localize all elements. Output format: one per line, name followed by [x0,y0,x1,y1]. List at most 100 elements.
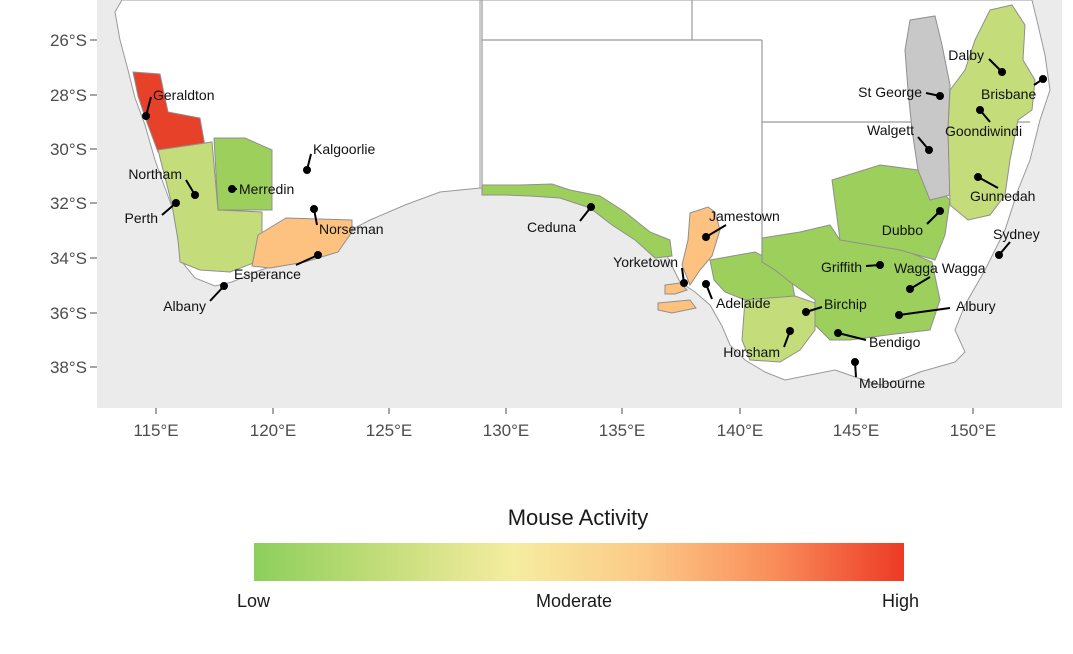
towns: Geraldton Kalgoorlie Northam Merredin Pe… [125,47,1047,391]
legend-moderate-label: Moderate [536,591,613,611]
town-st-george: St George [858,84,944,100]
town-dalby: Dalby [948,47,1006,76]
town-label: Geraldton [153,87,214,103]
town-adelaide: Adelaide [702,280,771,311]
town-label: Walgett [867,122,914,138]
lon-tick-label: 145°E [833,421,880,440]
lat-tick-30: 30°S [50,140,97,159]
lat-tick-26: 26°S [50,31,97,50]
region-merredin [213,137,273,211]
lon-tick-150: 150°E [950,408,997,440]
town-albany: Albany [163,282,228,314]
town-norseman: Norseman [310,205,384,237]
lat-tick-label: 36°S [50,304,87,323]
town-bendigo: Bendigo [834,329,921,350]
town-yorketown: Yorketown [613,254,688,287]
town-label: Merredin [239,181,294,197]
town-northam: Northam [128,166,199,199]
town-melbourne: Melbourne [851,358,925,391]
region-dubbo [831,164,951,261]
region-griffith [761,224,941,341]
town-label: Perth [125,210,158,226]
town-label: Horsham [723,344,780,360]
lat-tick-label: 38°S [50,358,87,377]
lon-tick-140: 140°E [717,408,764,440]
town-label: Bendigo [869,334,921,350]
town-label: Albany [163,298,206,314]
town-perth: Perth [125,199,180,226]
legend-color-bar [254,543,904,581]
lon-tick-label: 125°E [366,421,413,440]
lat-tick-34: 34°S [50,249,97,268]
town-label: Melbourne [859,375,925,391]
lon-tick-115: 115°E [133,408,179,440]
lon-tick-135: 135°E [599,408,646,440]
town-label: Norseman [319,221,384,237]
lon-axis: 115°E 120°E 125°E 130°E 135°E 140°E 145°… [133,408,996,440]
town-horsham: Horsham [723,327,794,360]
town-label: Dalby [948,47,984,63]
town-label: Brisbane [981,86,1036,102]
town-wagga-wagga: Wagga Wagga [894,260,986,293]
lat-tick-32: 32°S [50,194,97,213]
town-geraldton: Geraldton [142,87,214,120]
lon-tick-label: 120°E [250,421,297,440]
town-label: Sydney [993,226,1040,242]
town-albury: Albury [895,298,996,319]
region-northam [157,141,263,273]
town-label: Wagga Wagga [894,260,986,276]
legend-title: Mouse Activity [507,505,649,530]
region-yorketown [681,206,721,287]
region-goondiwindi [947,4,1036,221]
town-label: Goondiwindi [945,123,1022,139]
town-kalgoorlie: Kalgoorlie [303,141,375,174]
town-walgett: Walgett [867,122,933,154]
lon-tick-label: 140°E [717,421,764,440]
town-sydney: Sydney [993,226,1040,259]
map: 26°S 28°S 30°S 32°S 34°S 36°S 38°S [50,0,1062,440]
town-gunnedah: Gunnedah [970,173,1035,204]
lon-tick-label: 135°E [599,421,646,440]
lon-tick-130: 130°E [483,408,530,440]
lat-tick-38: 38°S [50,358,97,377]
town-label: Birchip [824,296,867,312]
lon-tick-125: 125°E [366,408,413,440]
region-horsham [741,295,816,363]
town-griffith: Griffith [821,259,884,275]
lat-tick-label: 32°S [50,194,87,213]
lat-tick-28: 28°S [50,86,97,105]
town-esperance: Esperance [234,251,322,282]
lat-tick-label: 26°S [50,31,87,50]
lon-tick-145: 145°E [833,408,880,440]
town-label: Gunnedah [970,188,1035,204]
lat-tick-label: 30°S [50,140,87,159]
town-label: Northam [128,166,182,182]
legend-high-label: High [882,591,920,611]
town-merredin: Merredin [228,181,294,197]
lon-tick-120: 120°E [250,408,297,440]
town-label: Jamestown [709,208,780,224]
lon-tick-label: 115°E [133,421,178,440]
town-label: Esperance [234,266,301,282]
town-birchip: Birchip [802,296,867,316]
lon-tick-label: 150°E [950,421,997,440]
town-label: Dubbo [882,222,923,238]
town-label: Kalgoorlie [313,141,375,157]
town-label: Ceduna [527,219,576,235]
lon-tick-label: 130°E [483,421,530,440]
lat-axis: 26°S 28°S 30°S 32°S 34°S 36°S 38°S [50,31,97,377]
activity-regions [132,4,1036,363]
town-goondiwindi: Goondiwindi [945,106,1022,139]
region-kangaroo-island [657,299,697,314]
town-brisbane: Brisbane [981,75,1047,102]
town-ceduna: Ceduna [527,203,595,235]
town-label: Yorketown [613,254,678,270]
town-label: Griffith [821,259,862,275]
region-ceduna [481,183,673,259]
town-label: St George [858,84,922,100]
lat-tick-label: 34°S [50,249,87,268]
town-jamestown: Jamestown [702,208,780,241]
region-walgett [904,15,951,201]
town-label: Adelaide [716,295,771,311]
town-label: Albury [956,298,996,314]
